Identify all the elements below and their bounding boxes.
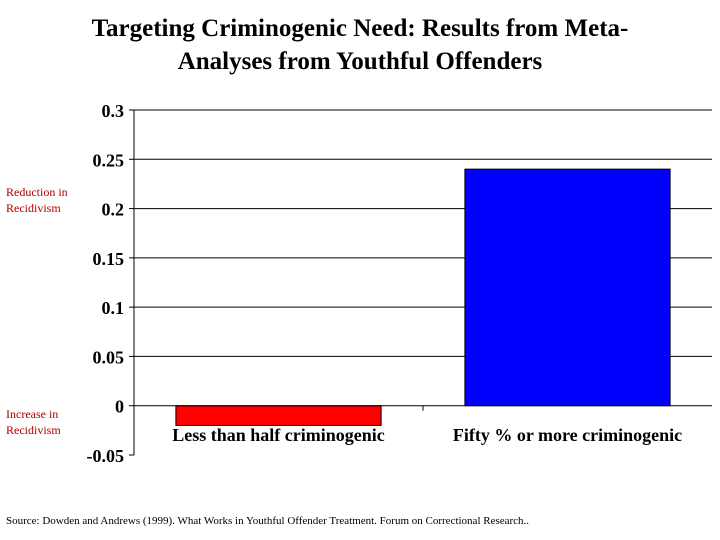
y-tick-label: 0.15 bbox=[93, 249, 125, 269]
category-labels: Less than half criminogenic Fifty % or mo… bbox=[172, 425, 682, 445]
y-tick-label: 0 bbox=[115, 397, 124, 417]
chart-title: Targeting Criminogenic Need: Results fro… bbox=[0, 12, 720, 78]
bars bbox=[175, 168, 671, 426]
bar bbox=[464, 168, 671, 407]
category-label: Less than half criminogenic bbox=[172, 425, 385, 445]
title-line-1: Targeting Criminogenic Need: Results fro… bbox=[91, 15, 629, 42]
increase-note: Increase in Recidivism bbox=[6, 407, 61, 437]
y-tick-label: 0.1 bbox=[102, 298, 125, 318]
y-tick-label: 0.05 bbox=[93, 347, 125, 367]
y-tick-label: -0.05 bbox=[87, 446, 125, 466]
title-line-2: Analyses from Youthful Offenders bbox=[177, 48, 543, 75]
reduction-note: Reduction in Recidivism bbox=[6, 185, 68, 215]
y-tick-labels: 0.3 0.25 0.2 0.15 0.1 0.05 0 -0.05 bbox=[87, 101, 125, 466]
y-tick-label: 0.25 bbox=[93, 150, 125, 170]
y-tick-label: 0.3 bbox=[102, 101, 125, 121]
y-tick-label: 0.2 bbox=[102, 200, 125, 220]
axes bbox=[129, 109, 712, 456]
category-label: Fifty % or more criminogenic bbox=[453, 425, 682, 445]
bar bbox=[175, 405, 382, 426]
source-citation: Source: Dowden and Andrews (1999). What … bbox=[6, 515, 530, 527]
